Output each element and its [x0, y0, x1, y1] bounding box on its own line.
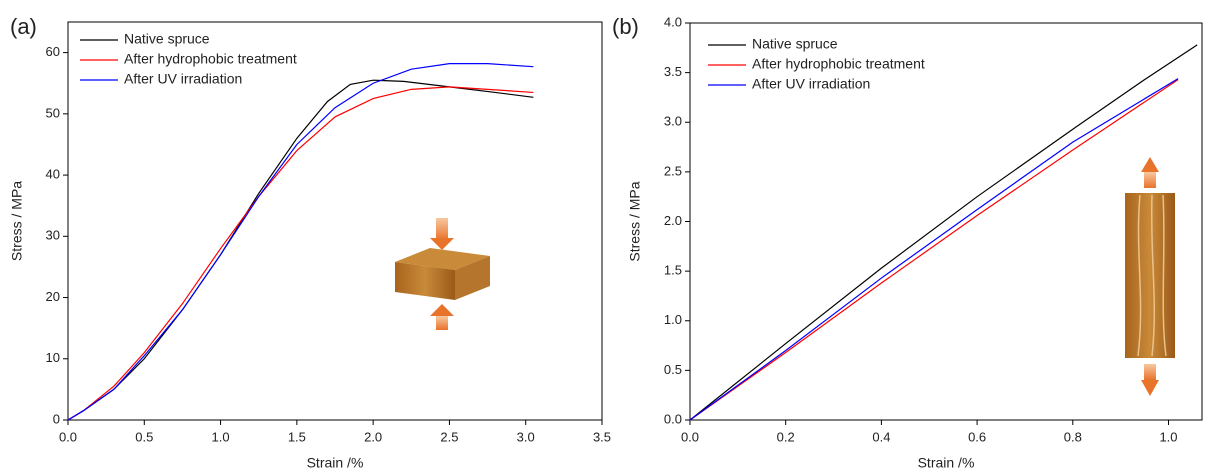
inset-a: [395, 218, 490, 330]
y-tick-label: 3.0: [664, 114, 682, 129]
series-line: [67, 63, 534, 421]
x-tick-label: 1.0: [212, 429, 230, 444]
x-tick-label: 0.5: [135, 429, 153, 444]
y-tick-label: 2.5: [664, 163, 682, 178]
y-tick-label: 40: [46, 167, 60, 182]
series-line: [689, 79, 1179, 421]
x-tick-label: 0.0: [59, 429, 77, 444]
y-tick-label: 20: [46, 289, 60, 304]
x-tick-label: 2.0: [364, 429, 382, 444]
x-tick-label: 3.5: [593, 429, 611, 444]
x-tick-label: 2.5: [440, 429, 458, 444]
x-tick-label: 0.4: [872, 429, 890, 444]
panel-label: (b): [612, 14, 639, 39]
x-tick-label: 1.5: [288, 429, 306, 444]
y-tick-label: 0.5: [664, 362, 682, 377]
y-tick-label: 60: [46, 44, 60, 59]
series-line: [67, 86, 534, 421]
y-tick-label: 0: [53, 411, 60, 426]
series-line: [689, 44, 1198, 421]
x-tick-label: 0.2: [777, 429, 795, 444]
y-axis-title: Stress / MPa: [9, 181, 25, 261]
y-tick-label: 10: [46, 350, 60, 365]
x-tick-label: 3.0: [517, 429, 535, 444]
x-axis-title: Strain /%: [307, 455, 364, 471]
plot-frame: [67, 21, 603, 421]
y-tick-label: 4.0: [664, 14, 682, 29]
panel-label: (a): [10, 14, 37, 39]
y-axis-title: Stress / MPa: [627, 181, 643, 261]
y-tick-label: 1.5: [664, 263, 682, 278]
y-tick-label: 50: [46, 105, 60, 120]
y-tick-label: 0.0: [664, 411, 682, 426]
series-line: [689, 78, 1179, 421]
x-tick-label: 1.0: [1159, 429, 1177, 444]
y-tick-label: 2.0: [664, 213, 682, 228]
legend-label: After UV irradiation: [752, 76, 870, 92]
x-tick-label: 0.0: [681, 429, 699, 444]
legend-label: After hydrophobic treatment: [124, 51, 297, 67]
legend-label: After UV irradiation: [124, 71, 242, 87]
y-tick-label: 3.5: [664, 64, 682, 79]
y-tick-label: 30: [46, 228, 60, 243]
x-axis-title: Strain /%: [918, 455, 975, 471]
x-tick-label: 0.8: [1064, 429, 1082, 444]
legend-label: After hydrophobic treatment: [752, 56, 925, 72]
series-line: [67, 79, 534, 421]
inset-b: [1125, 157, 1175, 396]
x-tick-label: 0.6: [968, 429, 986, 444]
y-tick-label: 1.0: [664, 312, 682, 327]
legend-label: Native spruce: [752, 36, 838, 52]
legend-label: Native spruce: [124, 31, 210, 47]
